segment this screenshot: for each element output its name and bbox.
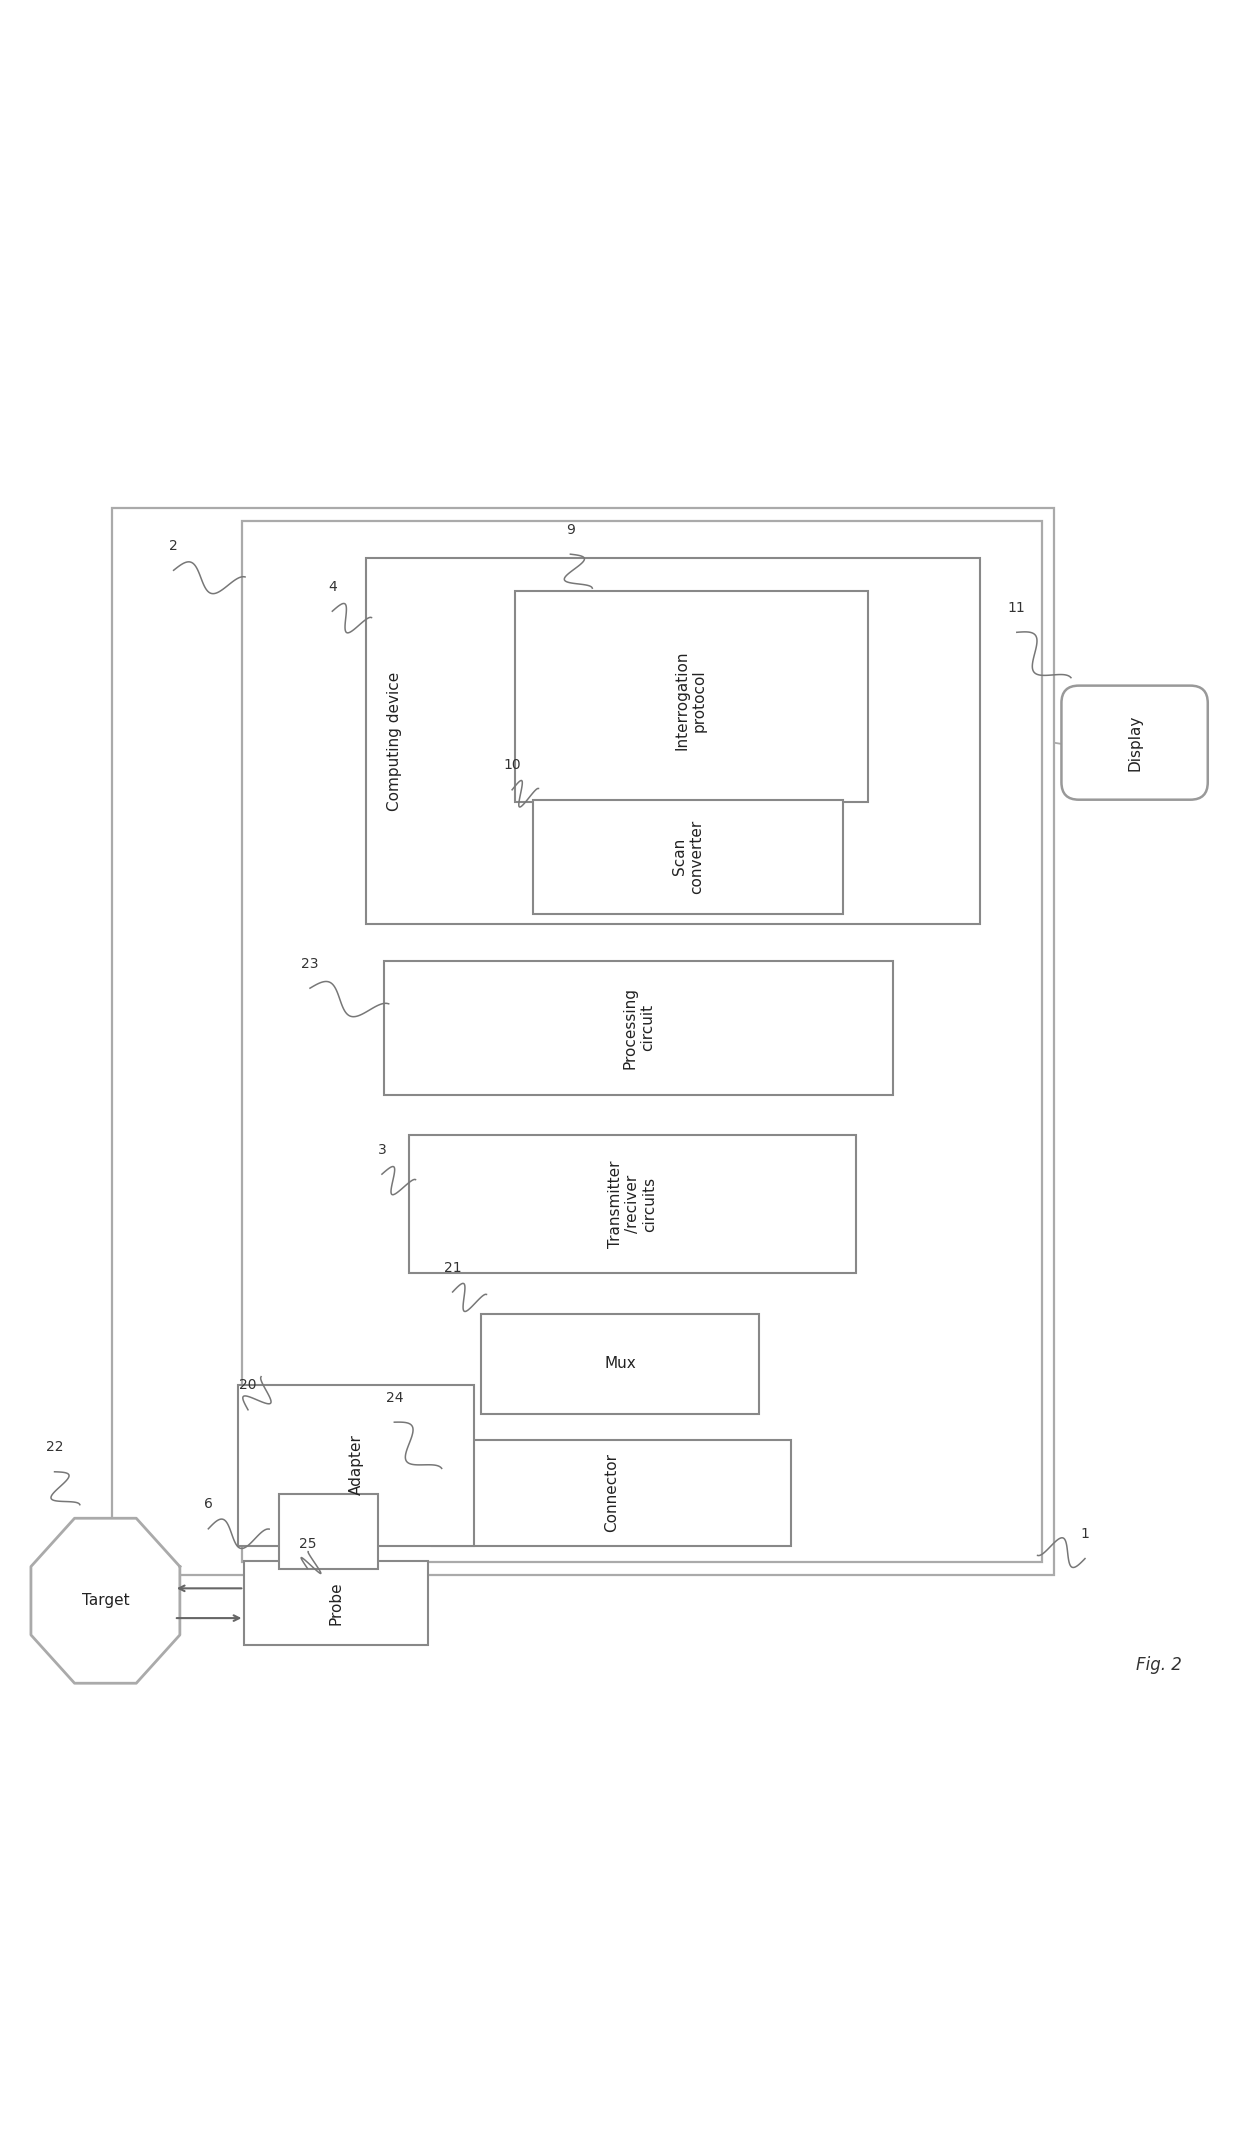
Text: 20: 20 — [239, 1379, 257, 1392]
FancyBboxPatch shape — [481, 1315, 759, 1414]
FancyBboxPatch shape — [432, 1439, 791, 1547]
Text: Fig. 2: Fig. 2 — [1137, 1656, 1182, 1675]
Polygon shape — [31, 1519, 180, 1684]
Text: 25: 25 — [299, 1538, 316, 1551]
FancyBboxPatch shape — [1061, 686, 1208, 800]
Text: Processing
circuit: Processing circuit — [622, 987, 655, 1068]
Text: 4: 4 — [327, 579, 337, 594]
Text: 1: 1 — [1080, 1527, 1090, 1542]
FancyBboxPatch shape — [515, 592, 868, 802]
Text: Target: Target — [82, 1594, 129, 1609]
Text: 24: 24 — [386, 1390, 403, 1405]
FancyBboxPatch shape — [366, 558, 980, 924]
Text: 10: 10 — [503, 759, 521, 772]
FancyBboxPatch shape — [112, 508, 1054, 1574]
Text: Interrogation
protocol: Interrogation protocol — [675, 650, 707, 751]
Text: Display: Display — [1127, 714, 1142, 770]
Text: Scan
converter: Scan converter — [672, 819, 704, 894]
Text: 22: 22 — [46, 1441, 63, 1454]
FancyBboxPatch shape — [242, 521, 1042, 1562]
Text: Probe: Probe — [329, 1581, 343, 1626]
FancyBboxPatch shape — [384, 961, 893, 1094]
Text: 2: 2 — [169, 538, 179, 553]
Text: Connector: Connector — [604, 1454, 619, 1532]
Text: 3: 3 — [377, 1143, 387, 1156]
FancyBboxPatch shape — [238, 1386, 474, 1547]
FancyBboxPatch shape — [533, 800, 843, 914]
Text: 6: 6 — [203, 1497, 213, 1512]
Text: 9: 9 — [565, 523, 575, 536]
Text: 21: 21 — [444, 1261, 461, 1274]
FancyBboxPatch shape — [279, 1495, 378, 1568]
Text: 11: 11 — [1008, 601, 1025, 616]
FancyBboxPatch shape — [244, 1562, 428, 1645]
Text: 23: 23 — [301, 957, 319, 972]
Text: Computing device: Computing device — [387, 671, 402, 811]
Text: Transmitter
/reciver
circuits: Transmitter /reciver circuits — [608, 1160, 657, 1248]
Text: Mux: Mux — [604, 1356, 636, 1371]
FancyBboxPatch shape — [409, 1135, 856, 1274]
Text: Adapter: Adapter — [348, 1433, 363, 1495]
